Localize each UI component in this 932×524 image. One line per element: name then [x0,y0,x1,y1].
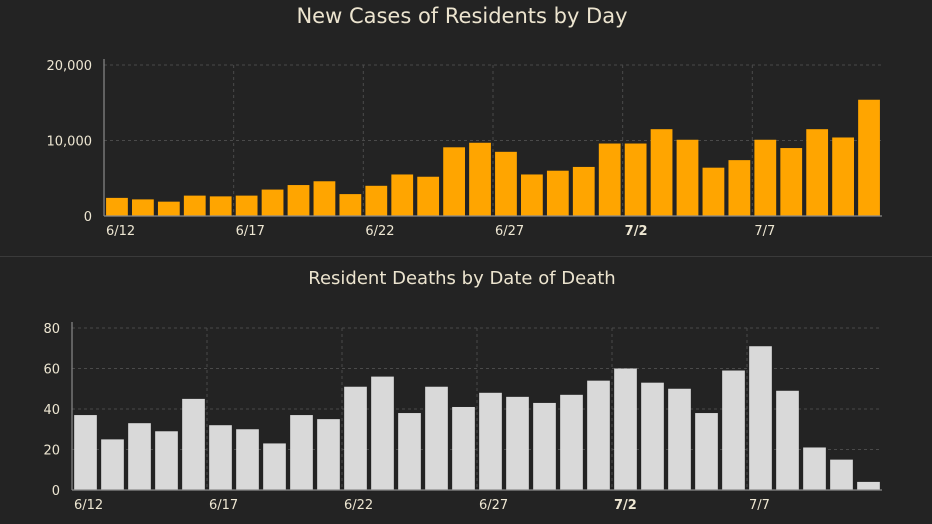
deaths-bar-7-2 [614,368,637,490]
deaths-bar-6-25 [425,386,448,490]
cases-ytick-label: 20,000 [47,59,93,74]
cases-bar-7-1 [598,143,621,216]
deaths-bar-6-17 [209,425,232,490]
cases-bar-7-10 [832,137,854,216]
deaths-bar-6-21 [317,419,340,491]
deaths-bar-6-26 [452,406,475,490]
deaths-bar-6-16 [182,398,205,491]
cases-bar-6-28 [521,174,543,216]
deaths-bar-6-24 [398,413,421,490]
deaths-bar-6-20 [290,415,313,490]
cases-xtick-label: 6/22 [365,224,394,239]
cases-xtick-label: 7/2 [625,224,648,239]
cases-xtick-label: 6/27 [495,224,524,239]
deaths-bar-7-3 [641,382,664,490]
deaths-ytick-label: 80 [43,322,60,337]
cases-ytick-label: 10,000 [47,135,93,150]
deaths-xtick-label: 6/22 [344,498,373,513]
deaths-xtick-label: 6/17 [209,498,238,513]
deaths-bar-6-18 [236,429,259,490]
cases-bar-7-5 [702,167,725,216]
cases-bar-7-4 [676,139,699,216]
deaths-bar-7-5 [695,413,718,490]
cases-bar-7-6 [728,160,751,216]
cases-bar-6-16 [209,196,232,216]
deaths-bar-6-30 [560,394,583,490]
cases-xtick-label: 6/12 [106,224,135,239]
deaths-bar-6-28 [506,396,529,490]
deaths-bar-7-6 [722,370,745,490]
cases-ytick-label: 0 [84,210,92,225]
cases-bar-6-15 [183,195,206,216]
cases-xtick-label: 6/17 [236,224,265,239]
deaths-chart: 0 20 40 60 80 6/12 6/17 6/22 6/27 7/2 7/7 [43,322,882,513]
cases-bar-6-26 [469,142,491,216]
cases-chart: 0 10,000 20,000 6/12 6/17 6/22 6/27 7/2 7/7 [47,59,882,239]
deaths-bar-6-12 [74,415,97,490]
cases-bar-7-8 [780,148,803,216]
deaths-bar-7-8 [776,390,799,490]
cases-bar-6-23 [391,174,414,216]
deaths-bar-7-11 [857,481,880,490]
panel-divider [0,256,932,257]
deaths-ytick-label: 40 [43,403,60,418]
deaths-bar-6-15 [155,431,178,490]
cases-xtick-label: 7/7 [754,224,775,239]
cases-bar-6-21 [339,194,362,216]
cases-bar-6-18 [261,189,284,216]
deaths-xtick-label: 6/12 [74,498,103,513]
deaths-bar-7-10 [830,459,853,491]
deaths-xtick-label: 6/27 [479,498,508,513]
cases-bar-7-3 [650,129,673,216]
cases-bar-6-24 [417,176,440,216]
deaths-bar-6-13 [101,439,124,491]
deaths-bar-6-23 [371,376,394,490]
cases-bar-6-14 [157,201,180,216]
deaths-xtick-label: 7/2 [614,498,637,513]
deaths-bar-7-4 [668,388,691,490]
cases-bar-6-13 [132,199,154,216]
deaths-xtick-label: 7/7 [749,498,770,513]
deaths-bar-6-19 [263,443,286,490]
deaths-bar-7-7 [749,346,772,490]
cases-chart-title: New Cases of Residents by Day [296,4,627,28]
cases-bar-7-11 [858,99,880,216]
deaths-ytick-label: 60 [43,363,60,378]
cases-bar-6-27 [495,151,517,216]
deaths-bar-6-29 [533,402,556,490]
deaths-bar-6-27 [479,392,502,490]
deaths-bar-6-14 [128,423,151,490]
cases-bar-6-29 [546,170,569,216]
deaths-ytick-label: 20 [43,444,60,459]
deaths-bar-7-1 [587,380,610,490]
cases-bar-6-12 [106,197,128,216]
deaths-chart-title: Resident Deaths by Date of Death [308,268,615,289]
cases-bar-6-25 [443,147,465,216]
cases-bar-7-2 [624,143,647,216]
deaths-bar-7-9 [803,447,826,490]
cases-bar-6-17 [235,195,258,216]
deaths-bar-6-22 [344,386,367,490]
cases-bar-7-7 [754,139,777,216]
cases-bar-6-30 [572,166,595,216]
cases-bar-6-20 [313,181,336,216]
deaths-ytick-label: 0 [52,484,60,499]
cases-bar-7-9 [806,129,829,216]
cases-bar-6-22 [365,185,388,216]
cases-bar-6-19 [287,185,310,216]
